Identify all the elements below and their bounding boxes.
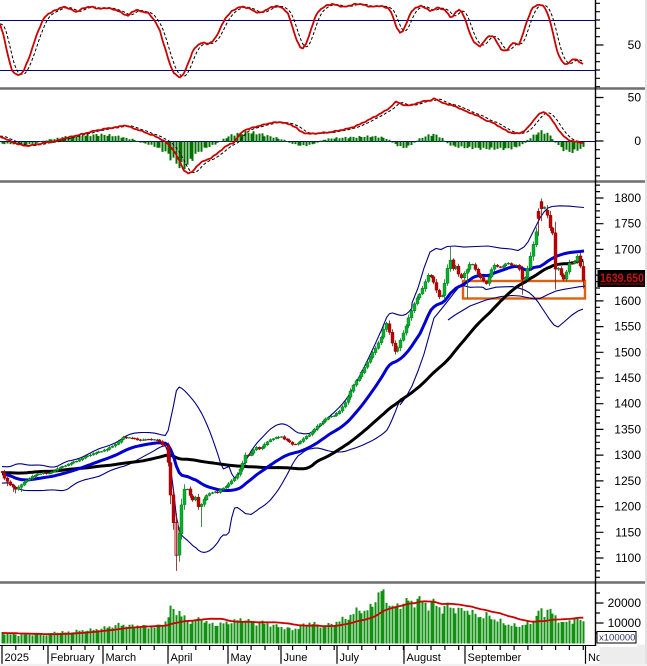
svg-text:May: May xyxy=(231,652,252,664)
svg-text:April: April xyxy=(171,652,193,664)
svg-text:September: September xyxy=(468,652,522,664)
svg-text:1550: 1550 xyxy=(614,320,641,334)
svg-text:1400: 1400 xyxy=(614,397,641,411)
svg-text:1750: 1750 xyxy=(614,217,641,231)
svg-text:February: February xyxy=(51,652,96,664)
svg-text:March: March xyxy=(106,652,137,664)
svg-text:2025: 2025 xyxy=(5,652,29,664)
svg-text:1639.650: 1639.650 xyxy=(600,271,644,285)
svg-text:1350: 1350 xyxy=(614,422,641,436)
svg-text:1150: 1150 xyxy=(615,525,641,539)
svg-text:1600: 1600 xyxy=(614,294,641,308)
svg-text:1700: 1700 xyxy=(614,242,641,256)
svg-text:July: July xyxy=(340,652,360,664)
svg-text:50: 50 xyxy=(628,38,642,52)
svg-text:1300: 1300 xyxy=(614,448,641,462)
svg-text:1250: 1250 xyxy=(614,474,641,488)
svg-text:0: 0 xyxy=(634,134,641,148)
svg-text:August: August xyxy=(407,652,441,664)
svg-text:1100: 1100 xyxy=(615,551,641,565)
svg-text:10000: 10000 xyxy=(608,616,642,630)
svg-text:1200: 1200 xyxy=(614,500,641,514)
svg-text:20000: 20000 xyxy=(608,596,642,610)
svg-text:June: June xyxy=(284,652,308,664)
svg-text:x100000: x100000 xyxy=(599,633,635,644)
svg-text:1500: 1500 xyxy=(614,345,641,359)
svg-text:50: 50 xyxy=(628,91,642,105)
svg-text:1450: 1450 xyxy=(614,371,641,385)
svg-text:1800: 1800 xyxy=(614,191,641,205)
